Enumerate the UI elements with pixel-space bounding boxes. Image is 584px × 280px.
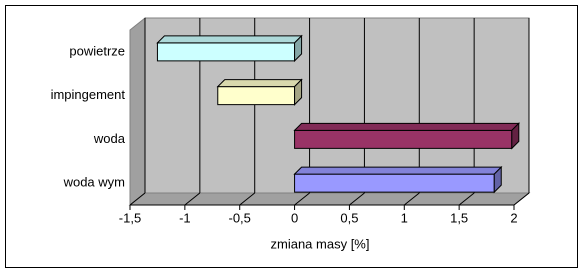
x-tick-label: 1,5	[450, 210, 468, 225]
floor-grid-line	[184, 192, 201, 206]
x-tick-label: 0	[291, 210, 298, 225]
bar-front	[294, 129, 513, 149]
floor	[128, 192, 531, 206]
bar-side	[511, 122, 520, 150]
floor-grid-line	[403, 192, 420, 206]
x-axis-label: zmiana masy [%]	[271, 236, 370, 251]
floor-grid-line	[513, 192, 530, 206]
floor-grid-line	[294, 192, 310, 206]
bar-top	[216, 79, 303, 88]
bar-front	[294, 173, 495, 193]
bar	[156, 34, 303, 63]
floor-grid-line	[349, 192, 365, 206]
floor-grid-line	[458, 192, 475, 206]
x-tick-label: -1,5	[119, 210, 141, 225]
bar-side	[294, 78, 303, 106]
x-tick-label: 1	[401, 210, 408, 225]
floor-grid-line	[129, 192, 146, 206]
bar-top	[156, 35, 303, 44]
y-tick-label: woda wym	[63, 175, 125, 190]
x-tick-label: 0,5	[340, 210, 358, 225]
bar	[216, 78, 303, 106]
bar	[293, 165, 503, 194]
y-tick-label: impingement	[51, 87, 126, 102]
y-tick-label: woda	[93, 131, 126, 146]
bar-side	[294, 34, 303, 63]
floor-grid-line	[239, 192, 256, 206]
bar-top	[293, 166, 503, 175]
x-tick-label: 2	[510, 210, 517, 225]
bar-top	[293, 122, 521, 131]
bar-front	[156, 42, 296, 62]
x-tick-label: -0,5	[229, 210, 251, 225]
x-tick-label: -1	[179, 210, 191, 225]
bar	[293, 122, 521, 150]
bar-front	[217, 86, 296, 106]
y-tick-label: powietrze	[69, 43, 125, 58]
side-wall	[129, 16, 146, 207]
bar-side	[493, 165, 502, 194]
